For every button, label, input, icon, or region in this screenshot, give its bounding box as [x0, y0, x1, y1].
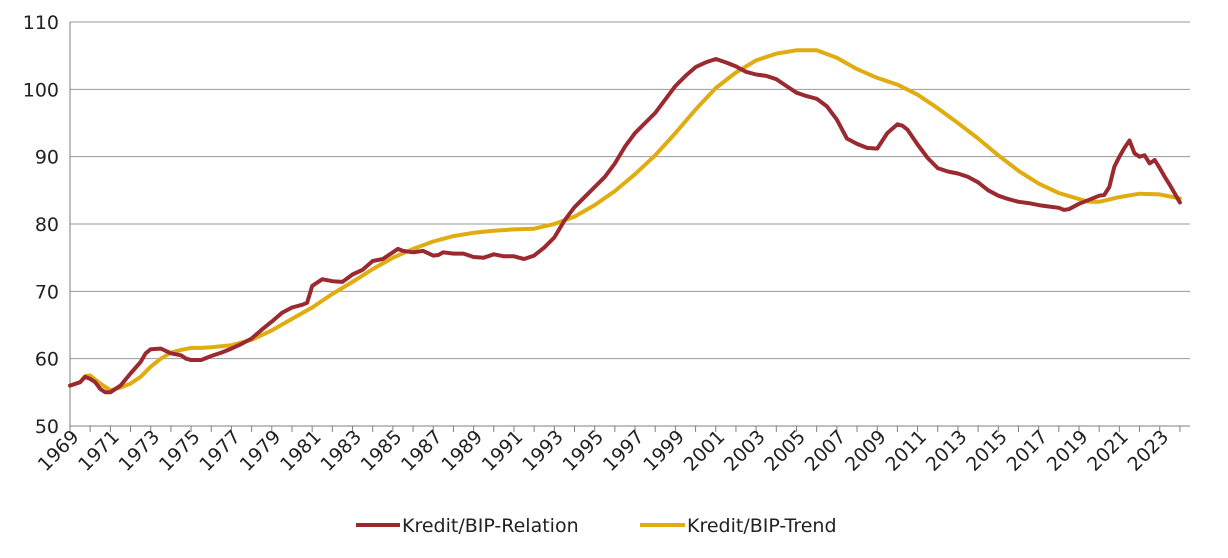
x-tick-label: 1989 — [437, 426, 487, 476]
y-tick-label: 50 — [35, 416, 59, 438]
y-axis-tick-labels: 50 60 70 80 90 100 110 — [23, 12, 59, 438]
x-tick-label: 1991 — [478, 426, 528, 476]
x-tick-label: 1985 — [357, 426, 407, 476]
x-tick-label: 2011 — [881, 426, 931, 476]
x-tick-label: 2005 — [760, 426, 810, 476]
series-line-kredit-bip-trend — [68, 48, 1182, 393]
y-tick-label: 100 — [23, 79, 59, 101]
x-tick-label: 1977 — [195, 426, 245, 476]
series-line-kredit-bip-relation — [68, 57, 1182, 395]
x-tick-label: 1973 — [115, 426, 165, 476]
x-tick-label: 1981 — [276, 426, 326, 476]
x-tick-label: 1975 — [155, 426, 205, 476]
x-tick-label: 2021 — [1083, 426, 1133, 476]
x-tick-label: 2017 — [1002, 426, 1052, 476]
x-tick-label: 2023 — [1124, 426, 1174, 476]
x-tick-label: 2007 — [801, 426, 851, 476]
y-tick-label: 60 — [35, 349, 59, 371]
y-tick-label: 90 — [35, 147, 59, 169]
legend-label-trend: Kredit/BIP-Trend — [687, 515, 837, 537]
gridlines — [70, 21, 1190, 360]
x-tick-label: 1987 — [397, 426, 447, 476]
x-tick-label: 1997 — [599, 426, 649, 476]
x-tick-label: 2009 — [841, 426, 891, 476]
x-tick-label: 1983 — [316, 426, 366, 476]
x-tick-label: 2013 — [922, 426, 972, 476]
series-layer — [68, 48, 1182, 395]
legend: Kredit/BIP-Relation Kredit/BIP-Trend — [356, 515, 837, 537]
x-tick-label: 2015 — [962, 426, 1012, 476]
x-tick-label: 1971 — [74, 426, 124, 476]
x-tick-label: 1993 — [518, 426, 568, 476]
axes — [69, 22, 1190, 432]
y-tick-label: 70 — [35, 281, 59, 303]
y-tick-label: 110 — [23, 12, 59, 34]
x-tick-label: 1995 — [558, 426, 608, 476]
x-tick-label: 1999 — [639, 426, 689, 476]
x-tick-label: 2001 — [680, 426, 730, 476]
x-tick-label: 2019 — [1043, 426, 1093, 476]
x-tick-label: 1979 — [236, 426, 286, 476]
legend-label-relation: Kredit/BIP-Relation — [402, 515, 579, 537]
x-tick-label: 2003 — [720, 426, 770, 476]
x-axis-tick-labels: 1969197119731975197719791981198319851987… — [34, 426, 1173, 476]
y-tick-label: 80 — [35, 214, 59, 236]
